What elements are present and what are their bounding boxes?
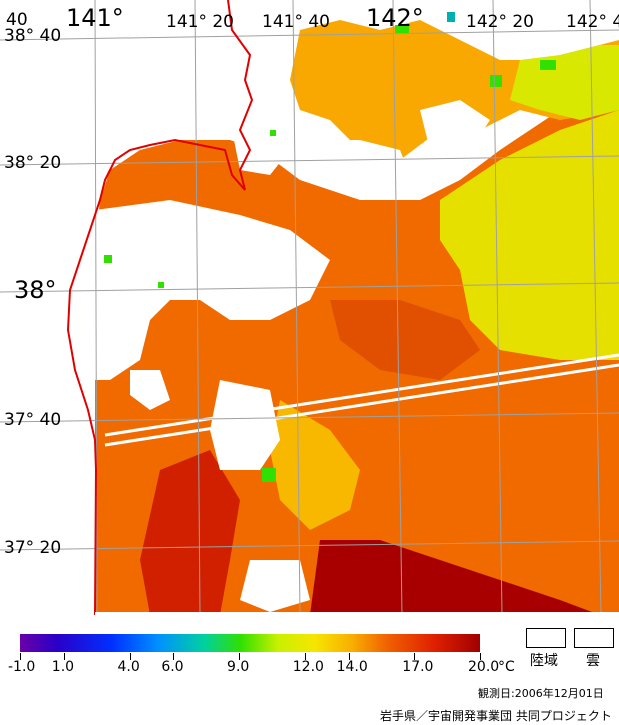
colorbar-tick [348,653,350,660]
lat-label-38-20: 38° 20 [4,153,62,173]
scan-gaps [94,203,619,447]
colorbar-tick [414,653,416,660]
lon-label-142: 142° [366,4,424,32]
cloud-key-label: 雲 [586,653,600,669]
lat-label-38-40: 38° 40 [4,26,62,46]
colorbar-tick [173,653,175,660]
credit-line: 岩手県／宇宙開発事業団 共同プロジェクト [380,709,612,723]
green-patches [104,25,556,482]
lon-label-141-20: 141° 20 [166,12,234,32]
cloud-holes [95,100,490,612]
map-bottom-edge [95,612,619,615]
colorbar-tick [480,653,481,660]
colorbar-tick-label: 1.0 [51,659,75,675]
colorbar-tick-label: 14.0 [336,659,368,675]
graticule [0,0,619,616]
sst-map: 141° 141° 20 141° 40 142° 142° 20 142° 4… [0,0,619,616]
lat-label-38: 38° [14,276,57,304]
legend-unit: °C [498,659,515,675]
observation-date: 観測日:2006年12月01日 [478,687,604,700]
colorbar-tick-label: 9.0 [227,659,250,675]
lat-label-37-40: 37° 40 [4,410,62,430]
colorbar-tick-label: -1.0 [8,659,36,675]
colorbar-tick-label: 17.0 [402,659,434,675]
cyan-patch [447,12,455,22]
sst-field [95,20,619,615]
colorbar-tick [63,653,65,660]
lat-label-37-20: 37° 20 [4,538,62,558]
colorbar-tick-label: 4.0 [117,659,140,675]
colorbar-tick [304,653,306,660]
colorbar-tick-label: 20.0 [468,659,500,675]
land-key-box [526,628,566,648]
colorbar-tick-label: 6.0 [161,659,184,675]
sst-map-canvas [0,0,619,616]
lat-label-top-40: 40 [6,10,28,30]
colorbar-tick [129,653,131,660]
temperature-colorbar [20,634,480,652]
land-key-label: 陸域 [530,653,558,669]
coastline [66,0,254,616]
lon-label-142-20: 142° 20 [466,12,534,32]
lon-label-142-40: 142° 4 [566,12,619,32]
colorbar-tick [20,653,21,660]
colorbar-tick [239,653,241,660]
lon-label-141-40: 141° 40 [262,12,330,32]
lon-label-141: 141° [66,4,124,32]
colorbar-tick-label: 12.0 [292,659,324,675]
cloud-key-box [574,628,614,648]
